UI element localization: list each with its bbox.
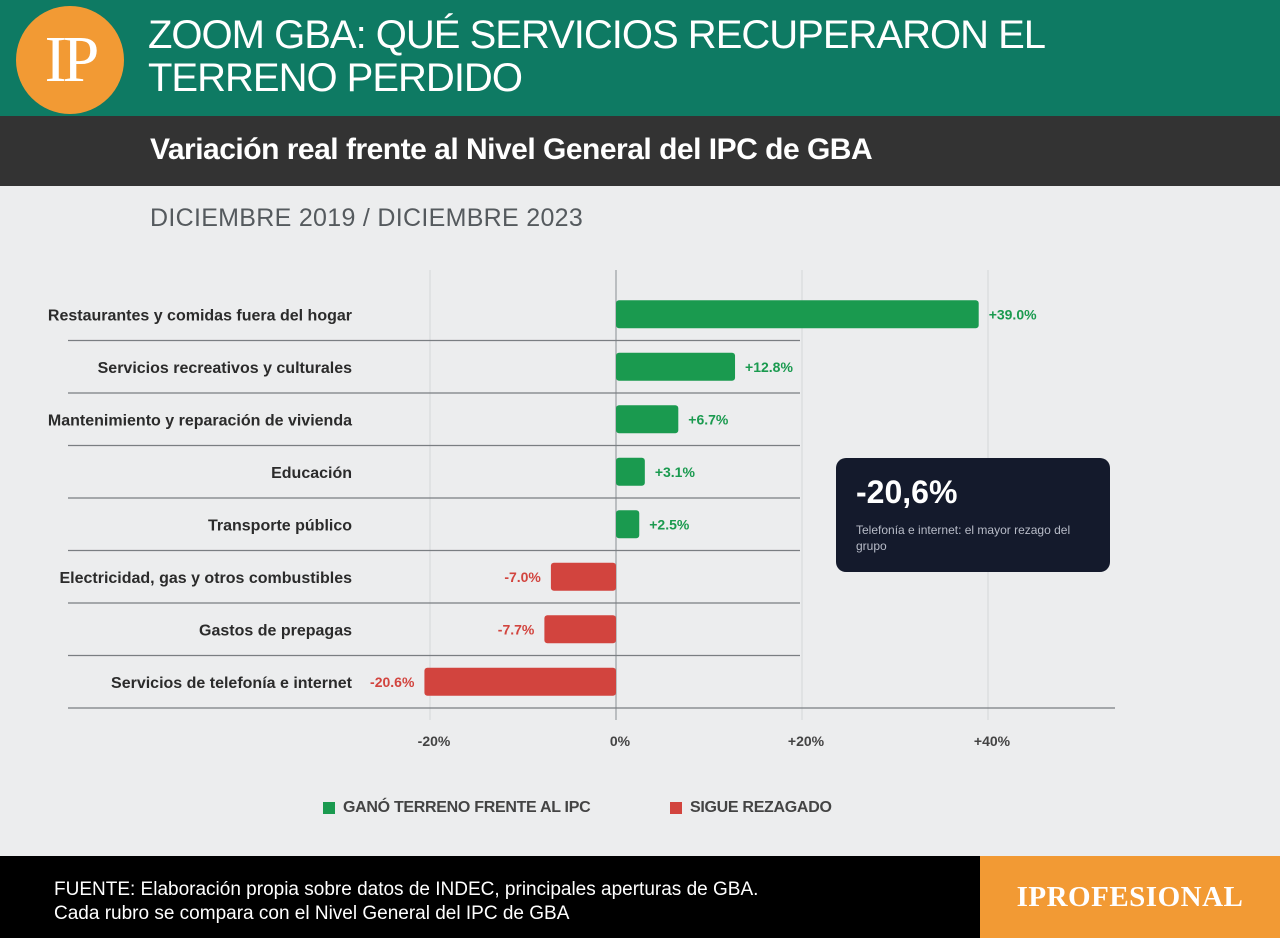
data-label: +39.0% [989,306,1037,322]
footer: FUENTE: Elaboración propia sobre datos d… [0,856,1280,938]
subtitle-band: Variación real frente al Nivel General d… [0,116,1280,186]
bar [550,562,616,591]
legend-label-lagging: SIGUE REZAGADO [690,799,832,816]
x-tick-label: 0% [610,733,631,749]
data-label: +12.8% [745,359,793,375]
bar [616,352,736,381]
legend-item-gained: GANÓ TERRENO FRENTE AL IPC [323,796,591,820]
x-tick-label: +40% [974,733,1011,749]
data-label: -7.0% [504,569,541,585]
data-label: +3.1% [655,464,696,480]
x-tick-label: +20% [788,733,825,749]
bar [616,300,979,329]
chart-subtitle: Variación real frente al Nivel General d… [150,133,873,166]
bar-chart: Restaurantes y comidas fuera del hogar +3… [48,270,1115,749]
category-label: Transporte público [208,517,352,534]
period-label: DICIEMBRE 2019 / DICIEMBRE 2023 [150,204,584,232]
legend-swatch-lagging [670,802,682,814]
page-title: ZOOM GBA: QUÉ SERVICIOS RECUPERARON EL T… [148,13,1045,100]
data-label: -20.6% [370,674,415,690]
legend-item-lagging: SIGUE REZAGADO [670,796,832,820]
legend: GANÓ TERRENO FRENTE AL IPC SIGUE REZAGAD… [0,796,1280,820]
callout-value: -20,6% [856,474,958,510]
callout-text: Telefonía e internet: el mayor rezago de… [856,523,1071,553]
source-line-1: FUENTE: Elaboración propia sobre datos d… [54,879,759,900]
legend-label-gained: GANÓ TERRENO FRENTE AL IPC [343,799,591,816]
source-note: FUENTE: Elaboración propia sobre datos d… [54,878,758,926]
iprofesional-logo: IP [16,6,124,114]
category-label: Gastos de prepagas [199,622,352,639]
legend-swatch-gained [323,802,335,814]
data-label: +2.5% [649,516,690,532]
bar [616,457,645,486]
bar [424,667,616,696]
data-label: +6.7% [688,411,729,427]
callout-box: -20,6% Telefonía e internet: el mayor re… [836,458,1110,572]
bar [616,510,640,539]
brand-logo: IPROFESIONAL [980,856,1280,938]
bar [544,615,616,644]
category-label: Restaurantes y comidas fuera del hogar [48,307,352,324]
category-label: Electricidad, gas y otros combustibles [59,570,352,587]
category-label: Mantenimiento y reparación de vivienda [48,412,352,429]
header-band: IP ZOOM GBA: QUÉ SERVICIOS RECUPERARON E… [0,0,1280,116]
category-label: Educación [271,465,352,482]
x-tick-label: -20% [418,733,451,749]
data-label: -7.7% [498,621,535,637]
category-label: Servicios recreativos y culturales [98,360,352,377]
source-line-2: Cada rubro se compara con el Nivel Gener… [54,903,570,924]
bar [616,405,679,434]
category-label: Servicios de telefonía e internet [111,675,353,692]
